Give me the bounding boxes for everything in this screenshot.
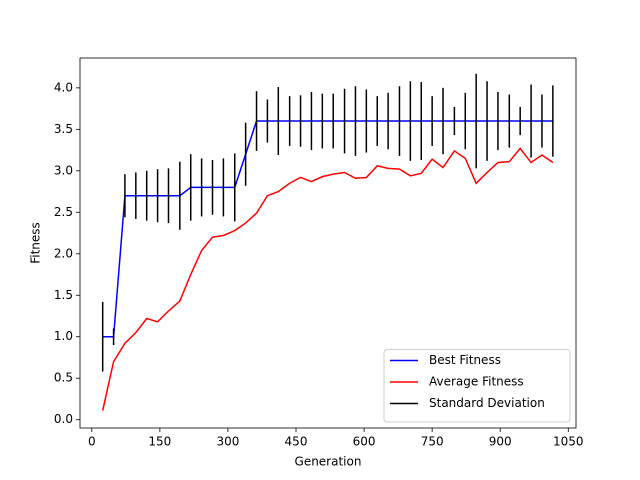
legend-label: Standard Deviation (429, 396, 545, 410)
x-tick-label: 300 (216, 435, 239, 449)
x-tick-label: 1050 (553, 435, 584, 449)
x-tick-label: 600 (353, 435, 376, 449)
x-tick-label: 450 (285, 435, 308, 449)
y-tick-label: 1.5 (54, 288, 73, 302)
x-tick-label: 0 (88, 435, 96, 449)
y-tick-label: 2.5 (54, 205, 73, 219)
y-tick-label: 0.0 (54, 412, 73, 426)
y-tick-label: 3.5 (54, 122, 73, 136)
x-tick-label: 150 (148, 435, 171, 449)
y-tick-label: 1.0 (54, 329, 73, 343)
x-tick-label: 750 (421, 435, 444, 449)
legend-label: Average Fitness (429, 375, 524, 389)
data-line (101, 147, 554, 411)
y-tick-label: 4.0 (54, 80, 73, 94)
data-line (102, 120, 553, 338)
y-tick-label: 0.5 (54, 371, 73, 385)
x-axis-label: Generation (295, 455, 362, 469)
legend-box (383, 349, 571, 423)
y-axis-label: Fitness (29, 222, 43, 264)
legend-label: Best Fitness (429, 353, 501, 367)
x-tick-label: 900 (489, 435, 512, 449)
y-tick-label: 3.0 (54, 163, 73, 177)
y-tick-label: 2.0 (54, 246, 73, 260)
axes-frame (79, 57, 577, 429)
